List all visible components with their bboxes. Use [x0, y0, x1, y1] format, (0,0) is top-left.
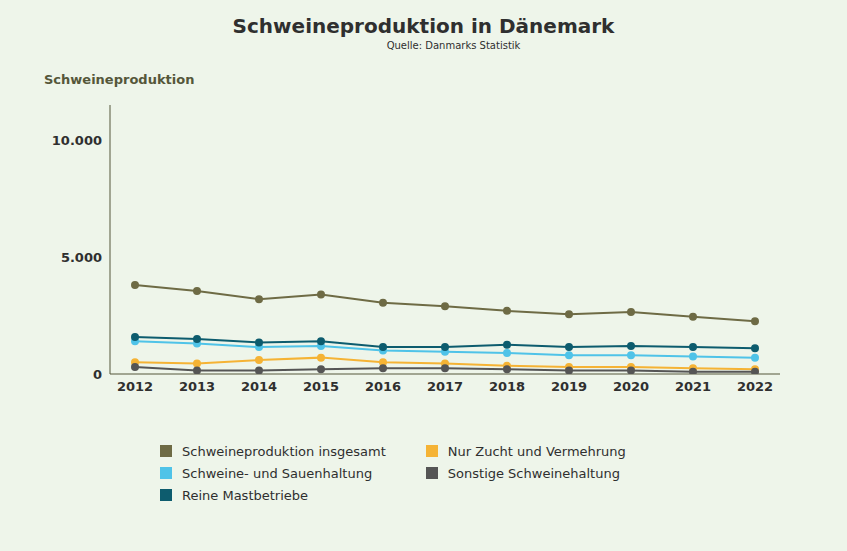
- svg-text:2021: 2021: [675, 379, 711, 394]
- svg-text:2016: 2016: [365, 379, 401, 394]
- svg-text:10.000: 10.000: [52, 133, 102, 148]
- svg-text:5.000: 5.000: [61, 250, 102, 265]
- svg-text:2014: 2014: [241, 379, 277, 394]
- html-text:Schweineproduktion: Schweineproduktion: [44, 72, 195, 87]
- svg-text:2018: 2018: [489, 379, 525, 394]
- html-text:Nur Zucht und Vermehrung: Nur Zucht und Vermehrung: [447, 443, 626, 459]
- svg-text:0: 0: [93, 367, 102, 382]
- svg-text:2019: 2019: [551, 379, 587, 394]
- svg-text:2013: 2013: [179, 379, 215, 394]
- svg-text:2012: 2012: [117, 379, 153, 394]
- svg-text:2022: 2022: [737, 379, 773, 394]
- html-text:Schweine- und Sauenhaltung: Schweine- und Sauenhaltung: [182, 465, 373, 481]
- html-text:Schweineproduktion in Dänemark: Schweineproduktion in Dänemark: [232, 14, 615, 38]
- html-text:Reine Mastbetriebe: Reine Mastbetriebe: [182, 487, 308, 503]
- html-text:Sonstige Schweinehaltung: Sonstige Schweinehaltung: [447, 465, 620, 481]
- html-text:Quelle: Danmarks Statistik: Quelle: Danmarks Statistik: [386, 40, 521, 51]
- svg-text:2017: 2017: [427, 379, 463, 394]
- svg-text:2020: 2020: [613, 379, 649, 394]
- html-text:Schweineproduktion insgesamt: Schweineproduktion insgesamt: [182, 443, 386, 459]
- svg-text:2015: 2015: [303, 379, 339, 394]
